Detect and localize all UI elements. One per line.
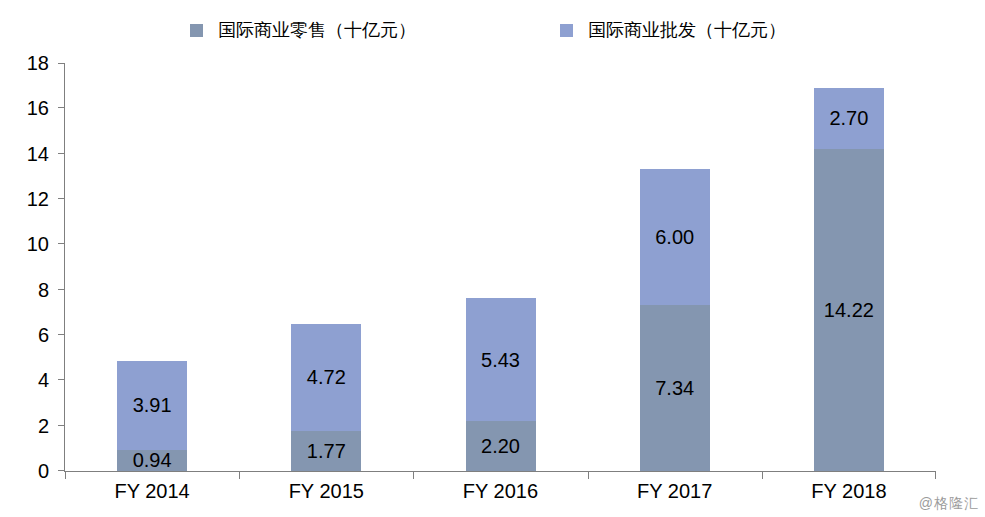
y-axis-tick <box>58 379 65 380</box>
watermark: @格隆汇 <box>919 495 979 513</box>
bar-segment-wholesale: 5.43 <box>466 298 536 421</box>
bar-segment-wholesale: 2.70 <box>814 88 884 149</box>
x-axis-tick <box>762 472 763 479</box>
bar-segment-wholesale: 4.72 <box>291 324 361 431</box>
data-label: 3.91 <box>133 395 172 415</box>
x-axis-tick <box>239 472 240 479</box>
y-axis-tick <box>58 334 65 335</box>
stacked-bar-chart: 国际商业零售（十亿元） 国际商业批发（十亿元） 0 2 4 6 8 10 12 14 16 18 0… <box>0 0 985 517</box>
data-label: 1.77 <box>307 441 346 461</box>
legend-item-wholesale: 国际商业批发（十亿元） <box>560 19 786 41</box>
legend-item-retail: 国际商业零售（十亿元） <box>190 19 416 41</box>
y-axis-label: 14 <box>3 144 49 164</box>
legend-label-retail: 国际商业零售（十亿元） <box>218 18 416 42</box>
bar-segment-retail: 1.77 <box>291 431 361 471</box>
y-axis-label: 4 <box>3 370 49 390</box>
y-axis-label: 2 <box>3 416 49 436</box>
x-axis-label: FY 2015 <box>239 480 413 503</box>
data-label: 5.43 <box>481 350 520 370</box>
bar-segment-retail: 7.34 <box>640 305 710 471</box>
data-label: 2.70 <box>829 108 868 128</box>
x-axis-tick <box>588 472 589 479</box>
data-label: 6.00 <box>655 227 694 247</box>
y-axis-label: 18 <box>3 53 49 73</box>
data-label: 0.94 <box>133 450 172 470</box>
x-axis-label: FY 2017 <box>588 480 762 503</box>
y-axis-label: 8 <box>3 280 49 300</box>
data-label: 7.34 <box>655 378 694 398</box>
plot-area: 0246810121416180.943.91FY 20141.774.72FY… <box>64 63 936 472</box>
data-label: 2.20 <box>481 436 520 456</box>
y-axis-label: 16 <box>3 98 49 118</box>
legend-marker-retail-icon <box>190 24 203 37</box>
bar-segment-retail: 0.94 <box>117 450 187 471</box>
y-axis-label: 12 <box>3 189 49 209</box>
y-axis-tick <box>58 289 65 290</box>
x-axis-label: FY 2018 <box>762 480 936 503</box>
data-label: 4.72 <box>307 367 346 387</box>
y-axis-tick <box>58 107 65 108</box>
x-axis-label: FY 2016 <box>413 480 587 503</box>
bar-segment-wholesale: 3.91 <box>117 361 187 450</box>
y-axis-tick <box>58 243 65 244</box>
y-axis-label: 6 <box>3 325 49 345</box>
y-axis-tick <box>58 63 65 64</box>
bar-segment-retail: 2.20 <box>466 421 536 471</box>
y-axis-tick <box>58 153 65 154</box>
bar-segment-wholesale: 6.00 <box>640 169 710 305</box>
data-label: 14.22 <box>824 300 874 320</box>
y-axis-tick <box>58 425 65 426</box>
x-axis-tick <box>65 472 66 479</box>
bar-segment-retail: 14.22 <box>814 149 884 471</box>
y-axis-label: 0 <box>3 461 49 481</box>
y-axis-tick <box>58 198 65 199</box>
legend-marker-wholesale-icon <box>560 24 573 37</box>
y-axis-tick <box>58 470 65 471</box>
x-axis-tick <box>935 472 936 479</box>
x-axis-tick <box>413 472 414 479</box>
y-axis-label: 10 <box>3 234 49 254</box>
x-axis-label: FY 2014 <box>65 480 239 503</box>
legend-label-wholesale: 国际商业批发（十亿元） <box>588 18 786 42</box>
